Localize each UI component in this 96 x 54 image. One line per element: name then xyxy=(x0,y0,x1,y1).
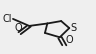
Text: S: S xyxy=(71,23,77,33)
Text: O: O xyxy=(65,35,73,45)
Text: O: O xyxy=(15,23,23,33)
Text: Cl: Cl xyxy=(2,14,12,24)
